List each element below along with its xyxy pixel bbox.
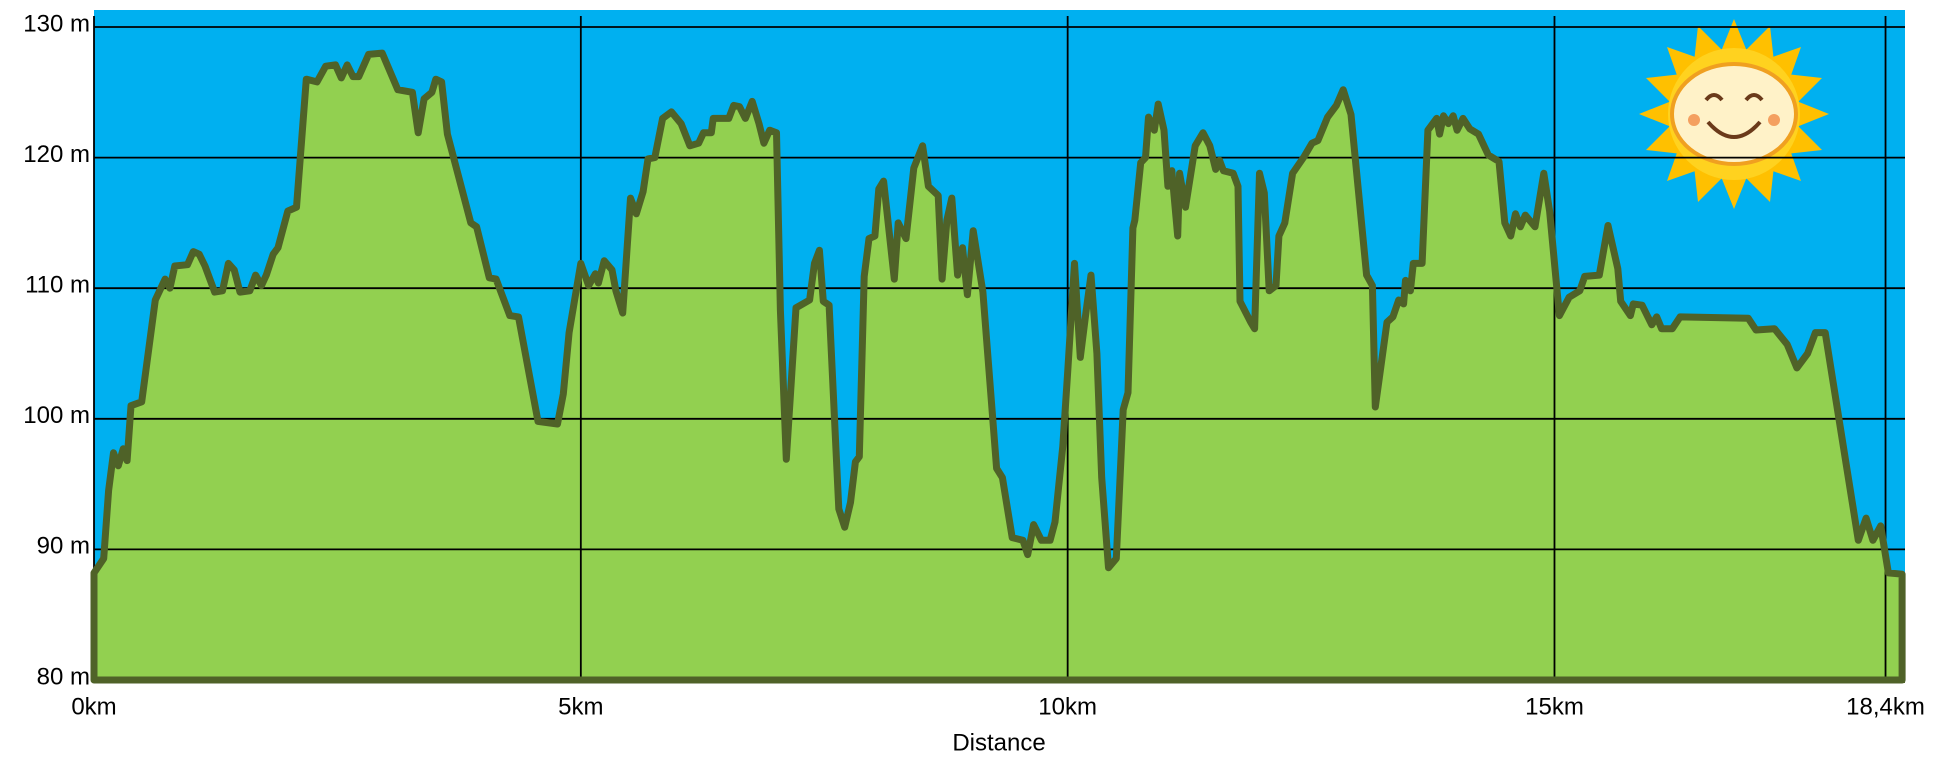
x-tick-label: 15km [1525,693,1584,720]
sun-icon [1639,19,1829,209]
x-tick-label: 0km [71,693,116,720]
x-tick-label: 10km [1038,693,1097,720]
x-axis-label: Distance [952,729,1045,756]
y-tick-label: 100 m [23,402,90,429]
y-tick-label: 120 m [23,141,90,168]
y-tick-label: 80 m [37,663,90,690]
y-tick-label: 130 m [23,10,90,37]
area [94,53,1903,681]
x-tick-label: 18,4km [1846,693,1925,720]
area-line [90,49,1906,684]
x-tick-label: 5km [558,693,603,720]
y-tick-label: 90 m [37,533,90,560]
y-tick-label: 110 m [25,272,90,299]
